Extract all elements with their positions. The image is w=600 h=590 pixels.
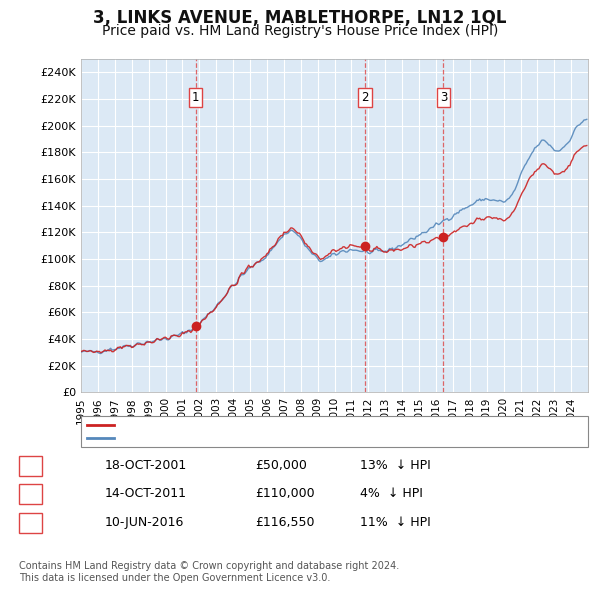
Text: 18-OCT-2001: 18-OCT-2001 — [105, 459, 187, 472]
Text: 13%  ↓ HPI: 13% ↓ HPI — [360, 459, 431, 472]
Text: 10-JUN-2016: 10-JUN-2016 — [105, 516, 184, 529]
Text: HPI: Average price, semi-detached house, East Lindsey: HPI: Average price, semi-detached house,… — [120, 433, 407, 443]
Text: £116,550: £116,550 — [255, 516, 314, 529]
Text: 14-OCT-2011: 14-OCT-2011 — [105, 487, 187, 500]
Text: 4%  ↓ HPI: 4% ↓ HPI — [360, 487, 423, 500]
Text: £110,000: £110,000 — [255, 487, 314, 500]
Text: Price paid vs. HM Land Registry's House Price Index (HPI): Price paid vs. HM Land Registry's House … — [102, 24, 498, 38]
Text: 11%  ↓ HPI: 11% ↓ HPI — [360, 516, 431, 529]
Text: 3, LINKS AVENUE, MABLETHORPE, LN12 1QL (semi-detached house): 3, LINKS AVENUE, MABLETHORPE, LN12 1QL (… — [120, 419, 473, 430]
Text: Contains HM Land Registry data © Crown copyright and database right 2024.
This d: Contains HM Land Registry data © Crown c… — [19, 561, 400, 583]
Text: 3, LINKS AVENUE, MABLETHORPE, LN12 1QL: 3, LINKS AVENUE, MABLETHORPE, LN12 1QL — [93, 9, 507, 28]
Text: 1: 1 — [26, 459, 35, 472]
Text: 3: 3 — [26, 516, 35, 529]
Text: 1: 1 — [192, 91, 200, 104]
Text: £50,000: £50,000 — [255, 459, 307, 472]
Text: 3: 3 — [440, 91, 447, 104]
Text: 2: 2 — [361, 91, 368, 104]
Text: 2: 2 — [26, 487, 35, 500]
